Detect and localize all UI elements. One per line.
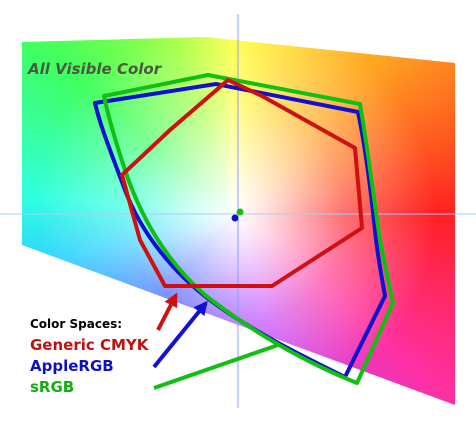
applergb-white-point [231, 214, 239, 222]
srgb-arrow [153, 343, 279, 390]
cmyk-arrow [156, 292, 178, 331]
legend-item: Generic CMYK [30, 336, 150, 354]
legend-item: sRGB [30, 378, 74, 396]
srgb-white-point [236, 208, 244, 216]
applergb-arrow [152, 300, 208, 369]
legend-heading: Color Spaces: [30, 317, 122, 331]
legend-item: AppleRGB [30, 357, 114, 375]
title: All Visible Color [27, 60, 163, 78]
cmyk-gamut [120, 78, 364, 288]
